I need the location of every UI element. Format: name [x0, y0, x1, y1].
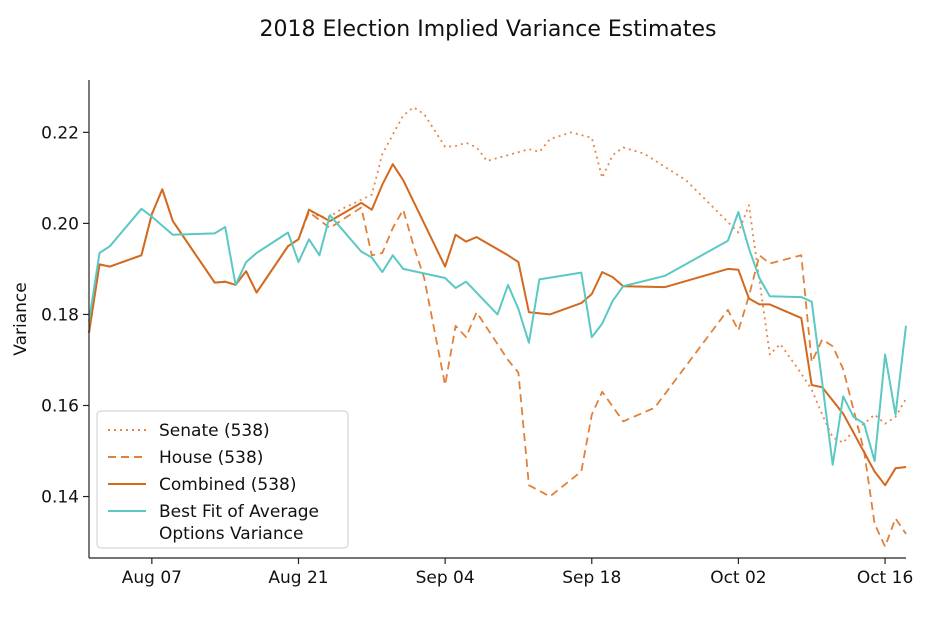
legend-label-1: Senate (538): [159, 421, 270, 441]
legend-label-2: House (538): [159, 448, 263, 468]
y-tick-label: 0.22: [41, 123, 79, 143]
x-tick-label: Sep 04: [416, 568, 475, 588]
y-tick-label: 0.20: [41, 214, 79, 234]
chart-title: 2018 Election Implied Variance Estimates: [259, 17, 716, 42]
x-tick-label: Oct 16: [857, 568, 913, 588]
series-line-1: [88, 106, 907, 444]
y-axis-label: Variance: [11, 282, 31, 355]
x-tick-label: Aug 21: [268, 568, 328, 588]
legend-label-4: Best Fit of Average Options Variance: [159, 502, 319, 544]
x-tick-label: Sep 18: [562, 568, 621, 588]
series-line-4: [88, 207, 907, 466]
y-tick-label: 0.14: [41, 488, 79, 508]
legend: Senate (538) House (538) Combined (538) Bes…: [96, 410, 349, 549]
y-tick-label: 0.16: [41, 396, 79, 416]
x-tick-label: Oct 02: [710, 568, 766, 588]
legend-box: [96, 410, 349, 549]
legend-label-3: Combined (538): [159, 475, 297, 495]
plot-area: [88, 106, 907, 548]
series-line-3: [88, 163, 907, 487]
y-axis-ticks: 0.14 0.16 0.18 0.20 0.22: [41, 123, 89, 508]
x-tick-label: Aug 07: [122, 568, 182, 588]
x-axis-ticks: Aug 07 Aug 21 Sep 04 Sep 18 Oct 02 Oct 16: [122, 558, 913, 588]
y-tick-label: 0.18: [41, 305, 79, 325]
